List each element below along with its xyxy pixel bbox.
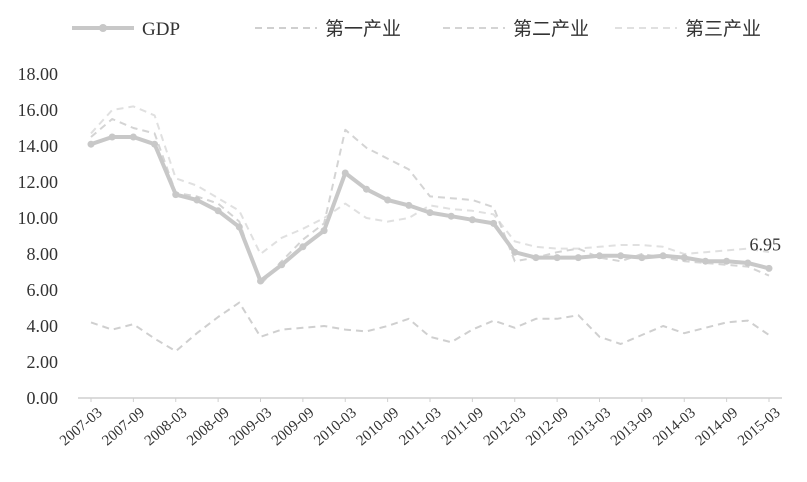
series-point	[532, 254, 540, 262]
series-point	[744, 259, 752, 267]
x-tick-label: 2012-03	[481, 405, 530, 449]
series-point	[490, 219, 498, 227]
x-tick-label: 2009-03	[226, 405, 275, 449]
y-tick-label: 18.00	[18, 64, 59, 84]
series-point	[87, 140, 95, 148]
series-point	[108, 133, 116, 141]
series-line-0	[90, 135, 770, 283]
legend: GDP 第一产业 第二产业 第三产业	[72, 18, 761, 40]
series-point	[596, 252, 603, 260]
series-point	[384, 196, 392, 204]
x-tick-label: 2014-09	[693, 405, 742, 449]
series-point	[659, 252, 667, 260]
series-point	[129, 133, 137, 141]
x-tick-label: 2011-03	[396, 405, 444, 449]
y-tick-label: 6.00	[27, 280, 59, 300]
x-tick-label: 2007-09	[99, 405, 148, 449]
x-axis: 2007-032007-092008-032008-092009-032009-…	[57, 397, 784, 449]
series-point	[320, 227, 328, 235]
series-point	[193, 196, 201, 204]
y-tick-label: 14.00	[18, 136, 59, 156]
y-axis: 0.00 2.00 4.00 6.00 8.00 10.00 12.00 14.00 16.00…	[18, 64, 59, 408]
series-point	[680, 254, 688, 262]
series-point	[278, 261, 286, 269]
y-tick-label: 16.00	[18, 100, 59, 120]
series-point	[553, 254, 561, 262]
x-tick-label: 2008-03	[142, 405, 191, 449]
series-point	[214, 207, 222, 215]
y-tick-label: 8.00	[27, 244, 59, 264]
x-tick-label: 2011-09	[439, 405, 487, 449]
y-tick-label: 12.00	[18, 172, 59, 192]
series-point	[468, 216, 476, 224]
x-tick-label: 2009-09	[269, 405, 318, 449]
series-point	[511, 248, 519, 256]
series-point	[151, 140, 159, 148]
data-label: 6.95	[750, 234, 782, 254]
series-point	[362, 185, 370, 193]
x-tick-label: 2010-09	[354, 405, 403, 449]
series-point	[426, 209, 434, 217]
series-point	[617, 252, 625, 260]
x-tick-label: 2010-03	[311, 405, 360, 449]
series-point	[574, 254, 582, 262]
y-tick-label: 10.00	[18, 208, 59, 228]
series-layer	[87, 105, 773, 353]
x-tick-label: 2015-03	[735, 405, 784, 449]
series-point	[299, 243, 307, 251]
series-point	[765, 264, 773, 272]
legend-label: 第三产业	[685, 18, 761, 40]
legend-marker	[99, 24, 107, 32]
series-point	[257, 277, 264, 285]
series-point	[405, 201, 413, 209]
series-point	[701, 257, 709, 265]
x-tick-label: 2012-09	[523, 405, 572, 449]
y-tick-label: 2.00	[27, 352, 59, 372]
x-tick-label: 2008-09	[184, 405, 233, 449]
series-line-2	[90, 118, 770, 286]
series-point	[447, 212, 455, 220]
y-tick-label: 0.00	[27, 388, 59, 408]
x-tick-label: 2014-03	[650, 405, 699, 449]
legend-label: GDP	[142, 19, 180, 40]
annotation-layer: 6.95	[750, 234, 782, 254]
series-point	[172, 191, 180, 199]
series-point	[638, 254, 646, 262]
series-line-1	[90, 301, 770, 353]
series-point	[723, 257, 731, 265]
legend-label: 第一产业	[325, 18, 401, 40]
series-point	[235, 223, 243, 231]
y-tick-label: 4.00	[27, 316, 59, 336]
x-tick-label: 2007-03	[57, 405, 106, 449]
x-tick-label: 2013-03	[565, 405, 614, 449]
legend-label: 第二产业	[513, 18, 589, 40]
series-point	[341, 169, 349, 177]
x-tick-label: 2013-09	[608, 405, 657, 449]
series-line-3	[90, 105, 770, 255]
